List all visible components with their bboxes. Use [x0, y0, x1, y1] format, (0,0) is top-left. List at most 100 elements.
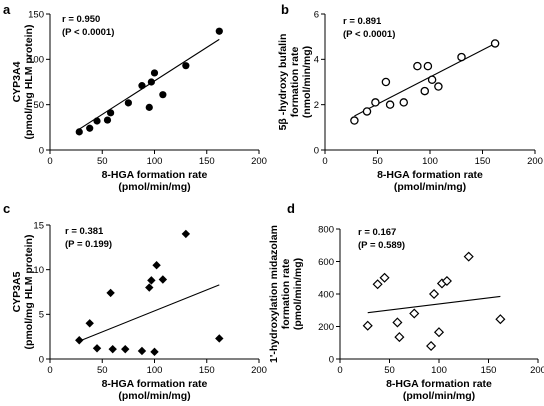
x-tick-label: 100	[147, 365, 163, 376]
data-point	[148, 78, 155, 85]
x-axis-label: 8-HGA formation rate	[386, 378, 492, 390]
panel-b: b 0 50 100 150 200 0 2 4 6 8-HGA formation rate(pm…	[277, 2, 543, 193]
y-tick-label: 10	[33, 265, 44, 276]
y-tick-label: 150	[28, 9, 44, 20]
data-point	[435, 328, 443, 336]
y-tick-label: 400	[318, 289, 334, 300]
data-point	[430, 290, 438, 298]
panel-d: d 0 50 100 150 200 0 200 400 600 800 8-HGA formatio…	[268, 201, 544, 402]
data-point	[435, 83, 442, 90]
data-point	[492, 40, 499, 47]
data-point	[458, 53, 465, 60]
data-point	[380, 274, 388, 282]
y-axis-label: formation rate	[289, 47, 301, 118]
stat-annotation: (P = 0.589)	[358, 240, 405, 251]
x-tick-label: 100	[422, 156, 438, 167]
data-point	[86, 125, 93, 132]
x-axis-label: 8-HGA formation rate	[102, 378, 208, 390]
stat-annotation: (P < 0.0001)	[62, 27, 114, 38]
x-tick-label: 0	[47, 156, 52, 167]
y-tick-label: 200	[318, 322, 334, 333]
data-point	[104, 116, 111, 123]
panel-letter: a	[3, 2, 11, 17]
x-tick-label: 50	[97, 156, 108, 167]
y-tick-label: 2	[314, 100, 319, 111]
data-point	[109, 345, 117, 353]
stat-annotation: r = 0.891	[343, 16, 382, 27]
data-point	[216, 28, 223, 35]
data-point	[182, 230, 190, 238]
x-axis-label: (pmol/min/mg)	[118, 181, 190, 193]
data-point	[364, 321, 372, 329]
data-point	[75, 336, 83, 344]
y-axis-label: 5β -hydroxy bufalin	[277, 34, 289, 131]
data-point	[414, 63, 421, 70]
data-point	[465, 252, 473, 260]
x-tick-label: 150	[475, 156, 491, 167]
y-axis-label: (nmol/min/mg)	[301, 46, 313, 118]
data-point	[387, 101, 394, 108]
data-point	[152, 261, 160, 269]
data-point	[410, 309, 418, 317]
x-tick-label: 200	[527, 156, 543, 167]
data-point	[146, 104, 153, 111]
x-tick-label: 0	[337, 365, 342, 376]
x-tick-label: 200	[530, 365, 544, 376]
data-point	[125, 99, 132, 106]
x-tick-label: 200	[251, 156, 267, 167]
data-point	[76, 128, 83, 135]
data-point	[373, 280, 381, 288]
x-tick-label: 0	[322, 156, 327, 167]
data-point	[429, 76, 436, 83]
x-axis-label: 8-HGA formation rate	[102, 169, 208, 181]
data-point	[393, 318, 401, 326]
x-tick-label: 150	[481, 365, 497, 376]
y-tick-label: 50	[33, 100, 44, 111]
y-axis-label: formation rate	[280, 259, 292, 330]
x-tick-label: 50	[372, 156, 383, 167]
stat-annotation: r = 0.167	[358, 227, 396, 238]
panel-letter: d	[287, 201, 295, 216]
y-tick-label: 0	[39, 354, 44, 365]
data-point	[147, 276, 155, 284]
data-point	[382, 78, 389, 85]
data-point	[395, 333, 403, 341]
data-point	[138, 82, 145, 89]
data-point	[363, 108, 370, 115]
y-axis-label: (pmol/mg HLM protein)	[23, 25, 35, 140]
data-point	[145, 283, 153, 291]
data-point	[107, 109, 114, 116]
y-axis-label: (pmol/min/mg)	[292, 258, 304, 330]
data-point	[159, 275, 167, 283]
data-point	[151, 69, 158, 76]
data-point	[372, 99, 379, 106]
x-axis-label: (pmol/min/mg)	[118, 390, 190, 402]
x-tick-label: 150	[199, 156, 215, 167]
data-point	[93, 344, 101, 352]
panel-letter: b	[281, 2, 289, 17]
y-tick-label: 600	[318, 257, 334, 268]
data-point	[121, 345, 129, 353]
y-tick-label: 4	[314, 55, 319, 66]
y-tick-label: 15	[33, 220, 44, 231]
data-point	[93, 117, 100, 124]
data-point	[106, 289, 114, 297]
data-point	[424, 63, 431, 70]
stat-annotation: (P = 0.199)	[65, 239, 112, 250]
y-tick-label: 0	[314, 145, 319, 156]
panel-c: c0 50 100 150 2000510158-HGA formation rate(…	[3, 201, 267, 402]
y-axis-label: CYP3A5	[11, 271, 23, 312]
x-tick-label: 100	[431, 365, 447, 376]
y-tick-label: 0	[329, 354, 334, 365]
y-tick-label: 0	[39, 145, 44, 156]
y-axis-label: 1'-hydroxylation midazolam	[268, 225, 280, 363]
panel-a: a 0 50 100 150 200 0 50 100 150 8-HGA formation ra…	[3, 2, 267, 193]
data-point	[496, 315, 504, 323]
x-tick-label: 200	[251, 365, 267, 376]
data-point	[400, 99, 407, 106]
y-axis-label: (pmol/mg HLM protein)	[23, 235, 35, 350]
data-point	[215, 334, 223, 342]
x-axis-label: (pmol/min/mg)	[403, 390, 475, 402]
stat-annotation: r = 0.950	[62, 14, 100, 25]
